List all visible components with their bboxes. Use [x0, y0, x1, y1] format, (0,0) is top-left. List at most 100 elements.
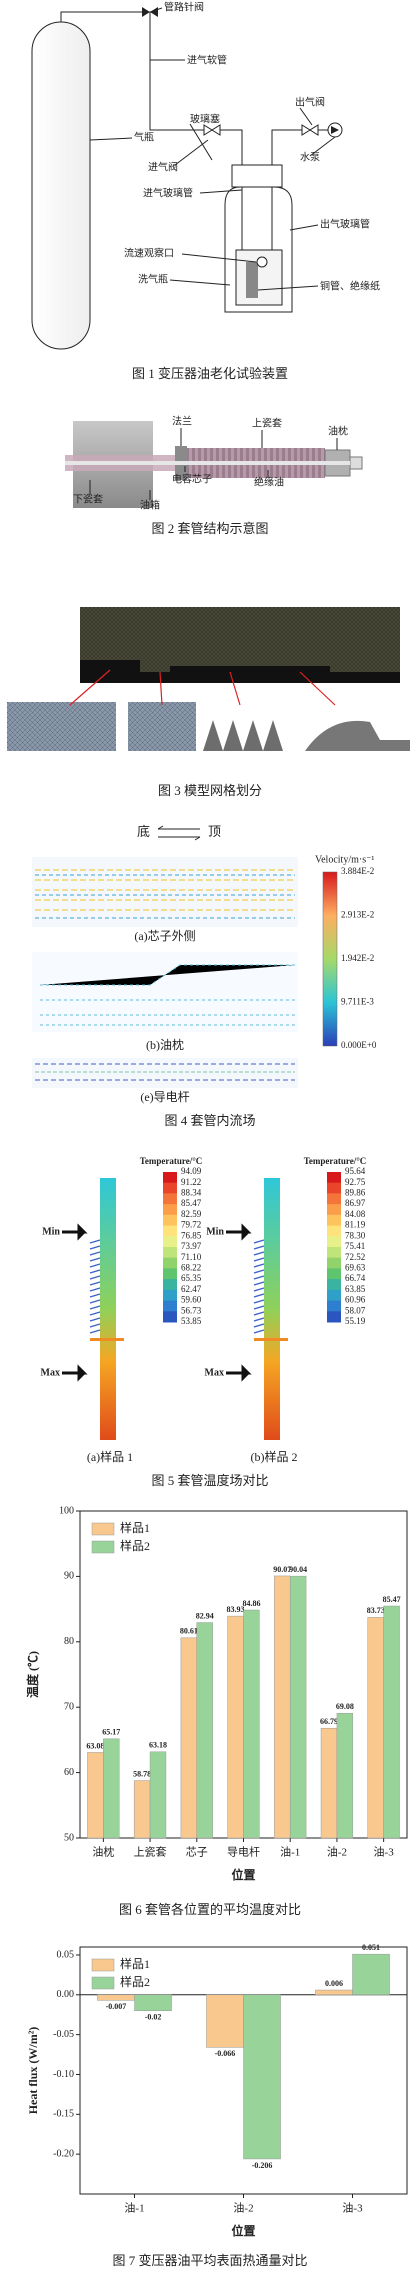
colorbar-band	[327, 1268, 341, 1280]
shed	[253, 1251, 265, 1256]
shed	[89, 1293, 101, 1298]
colorbar-label: 86.97	[345, 1198, 366, 1208]
panel-label: (a)样品 1	[87, 1449, 133, 1464]
direction-arrows	[157, 825, 201, 841]
bar	[352, 1953, 390, 1996]
x-tick-label: 油-1	[280, 1845, 300, 1859]
mesh-detail	[7, 702, 116, 751]
flange	[254, 1338, 288, 1341]
value-label: -0.007	[106, 2002, 127, 2011]
value-label: 90.07	[273, 1565, 291, 1574]
colorbar-label: 81.19	[345, 1220, 366, 1230]
value-label: 0.006	[325, 1979, 343, 1988]
y-tick-label: 50	[64, 1832, 74, 1843]
max-arrow	[226, 1364, 252, 1382]
colorbar-label: 72.52	[345, 1252, 365, 1262]
colorbar-band	[327, 1236, 341, 1248]
min-arrow	[226, 1223, 252, 1241]
mesh-detail	[305, 720, 410, 751]
colorbar-band	[163, 1300, 177, 1312]
bar	[289, 1575, 307, 1839]
bar	[196, 1622, 213, 1839]
colorbar-band	[327, 1214, 341, 1227]
colorbar-label: 73.97	[181, 1241, 202, 1251]
shed	[253, 1275, 265, 1280]
shed	[253, 1329, 265, 1334]
colorbar-band	[327, 1204, 341, 1216]
shed	[89, 1305, 101, 1310]
caption: 图 6 套管各位置的平均温度对比	[119, 1902, 301, 1917]
shed	[253, 1263, 265, 1268]
copper-paper	[246, 262, 258, 298]
colorbar-band	[327, 1289, 341, 1302]
colorbar-band	[163, 1279, 177, 1291]
colorbar-band	[163, 1193, 177, 1205]
x-tick-label: 导电杆	[227, 1845, 260, 1859]
x-tick-label: 油枕	[92, 1845, 114, 1859]
label: 油箱	[140, 498, 160, 511]
label: 电容芯子	[172, 472, 212, 485]
colorbar-label: 53.85	[181, 1316, 202, 1326]
bar	[383, 1605, 400, 1839]
x-axis-label: 位置	[231, 1867, 255, 1882]
min-label: Min	[42, 1226, 60, 1237]
panel-label: (a)芯子外侧	[134, 929, 195, 943]
shed	[89, 1269, 101, 1274]
shed	[253, 1293, 265, 1298]
colorbar-band	[327, 1300, 341, 1312]
bar	[243, 1994, 281, 2160]
value-label: -0.066	[215, 2049, 236, 2058]
colorbar-band	[163, 1247, 177, 1259]
bushing	[100, 1178, 116, 1440]
flange	[90, 1338, 124, 1341]
value-label: 90.04	[289, 1565, 307, 1574]
x-tick-label: 油-3	[374, 1845, 395, 1859]
x-tick-label: 油-2	[233, 2201, 253, 2215]
shed	[253, 1317, 265, 1322]
label: 出气玻璃管	[320, 217, 370, 230]
bar	[274, 1575, 291, 1839]
arrows	[69, 669, 336, 706]
shed	[89, 1281, 101, 1286]
colorbar-band	[163, 1257, 177, 1269]
y-tick-label: 90	[64, 1571, 74, 1582]
label: 法兰	[172, 414, 192, 427]
colorbar-title: Temperature/°C	[304, 1156, 367, 1166]
x-axis-label: 位置	[231, 2223, 255, 2238]
colorbar-band	[327, 1311, 341, 1323]
figure-5: Temperature/°C94.0991.2288.3485.4782.597…	[41, 1156, 367, 1488]
y-axis-label: Heat flux (W/m²)	[26, 2027, 40, 2115]
caption: 图 7 变压器油平均表面热通量对比	[112, 2253, 307, 2268]
chart-figure-7: 0.05 0.00 -0.05 -0.10 -0.15 -0.20 油-1 -0.007 -0.…	[26, 1943, 408, 2268]
shed	[89, 1251, 101, 1256]
colorbar	[322, 871, 338, 1047]
colorbar-band	[327, 1257, 341, 1269]
figure-1: 管路针阀 进气软管 玻璃塞 出气阀 气瓶 进气阀 水泵 进气玻璃管 出气玻璃管 …	[31, 0, 380, 381]
y-tick-label: -0.20	[53, 2148, 74, 2159]
value-label: 83.93	[227, 1605, 245, 1614]
value-label: 83.73	[367, 1606, 385, 1615]
label: 出气阀	[295, 95, 325, 108]
label: 铜管、绝缘纸	[320, 279, 380, 292]
shed	[89, 1263, 101, 1268]
shed	[253, 1245, 265, 1250]
value-label: -0.02	[145, 2013, 162, 2022]
value-label: 66.79	[320, 1717, 338, 1726]
legend-swatch	[91, 1522, 115, 1536]
legend-swatch	[91, 1958, 115, 1972]
colorbar-label: 2.913E-2	[341, 910, 374, 920]
colorbar-label: 79.72	[181, 1220, 201, 1230]
label: 绝缘油	[254, 475, 284, 488]
label: 进气软管	[187, 53, 227, 66]
colorbar-label: 60.96	[345, 1295, 366, 1305]
colorbar-band	[163, 1204, 177, 1216]
shed	[253, 1287, 265, 1292]
bar	[97, 1994, 135, 2001]
colorbar-label: 85.47	[181, 1198, 202, 1208]
x-tick-label: 油-3	[342, 2201, 363, 2215]
bar	[134, 1994, 172, 2011]
label: 上瓷套	[252, 416, 282, 429]
label: 油枕	[328, 424, 348, 437]
wash-bottle	[224, 186, 293, 313]
